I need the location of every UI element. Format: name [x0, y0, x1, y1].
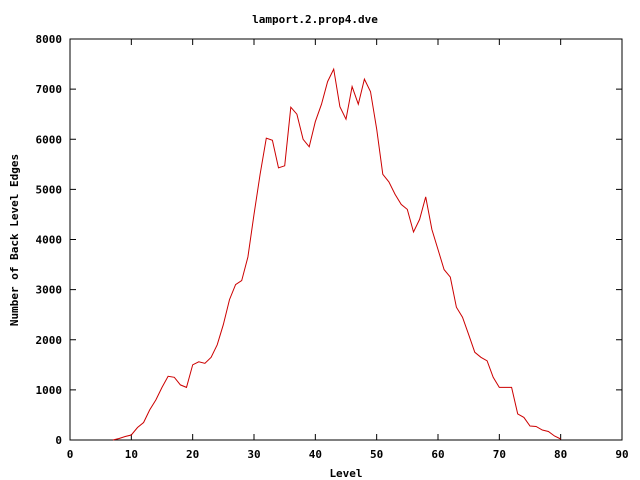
y-tick-label: 5000 — [36, 183, 63, 196]
x-tick-label: 0 — [67, 448, 74, 461]
y-tick-label: 7000 — [36, 83, 63, 96]
y-tick-label: 2000 — [36, 334, 63, 347]
y-tick-label: 4000 — [36, 234, 63, 247]
chart-title: lamport.2.prop4.dve — [252, 13, 378, 26]
x-axis-label: Level — [329, 467, 362, 480]
x-tick-label: 80 — [554, 448, 567, 461]
x-tick-label: 70 — [493, 448, 506, 461]
x-tick-label: 60 — [431, 448, 444, 461]
x-tick-label: 10 — [125, 448, 138, 461]
y-tick-label: 0 — [55, 434, 62, 447]
y-tick-label: 1000 — [36, 384, 63, 397]
y-tick-label: 3000 — [36, 284, 63, 297]
y-tick-label: 8000 — [36, 33, 63, 46]
x-tick-label: 40 — [309, 448, 322, 461]
plot-border — [69, 38, 623, 441]
series-line — [112, 67, 561, 441]
y-axis-label: Number of Back Level Edges — [8, 154, 21, 326]
x-tick-label: 20 — [186, 448, 199, 461]
y-tick-label: 6000 — [36, 133, 63, 146]
x-tick-label: 90 — [615, 448, 628, 461]
x-tick-label: 30 — [247, 448, 260, 461]
x-tick-label: 50 — [370, 448, 383, 461]
